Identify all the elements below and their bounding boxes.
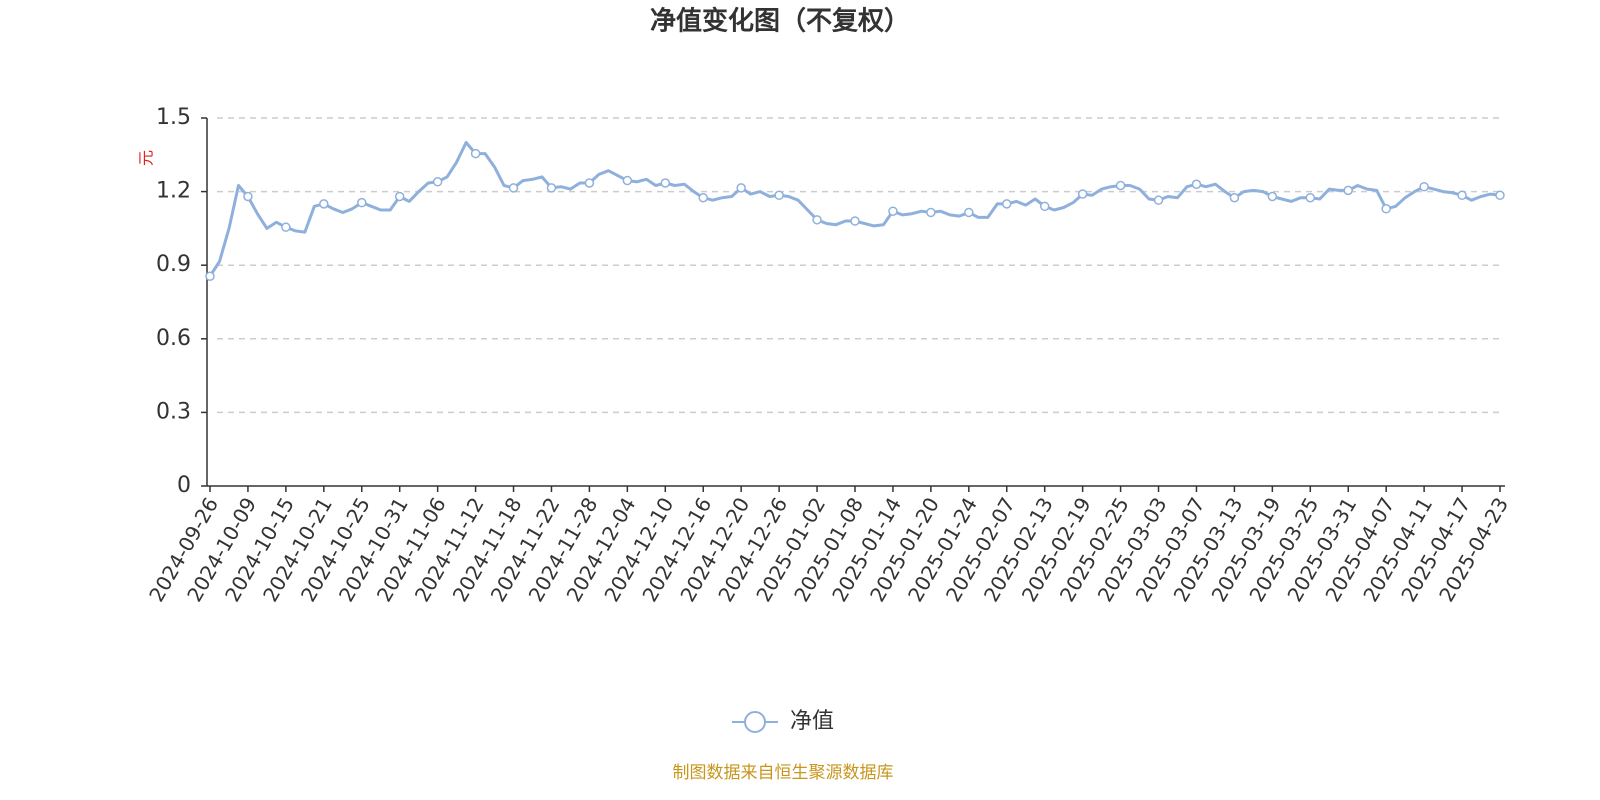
data-point bbox=[812, 215, 822, 225]
series-line bbox=[208, 141, 1501, 278]
data-point bbox=[1115, 180, 1126, 191]
data-point bbox=[470, 148, 481, 159]
data-point bbox=[1267, 191, 1278, 202]
data-point bbox=[546, 183, 557, 193]
data-point bbox=[584, 178, 595, 188]
data-point bbox=[1495, 190, 1505, 201]
data-point bbox=[1077, 189, 1088, 199]
data-point bbox=[205, 271, 215, 281]
data-point bbox=[432, 177, 443, 187]
data-point bbox=[1191, 179, 1202, 189]
data-point bbox=[774, 190, 784, 201]
data-point bbox=[357, 197, 367, 208]
data-point bbox=[1229, 192, 1240, 203]
chart-title: 净值变化图（不复权） bbox=[650, 6, 910, 37]
data-point bbox=[1153, 195, 1164, 205]
data-point bbox=[394, 191, 405, 202]
data-point bbox=[1343, 185, 1353, 196]
data-point bbox=[243, 191, 253, 202]
legend-marker bbox=[744, 711, 766, 733]
legend-label: 净值 bbox=[790, 709, 834, 734]
y-tick-label: 0 bbox=[177, 473, 191, 498]
data-point bbox=[281, 222, 291, 232]
y-tick-label: 0.9 bbox=[156, 252, 191, 277]
data-point bbox=[1419, 181, 1429, 192]
data-point bbox=[850, 216, 860, 226]
y-tick-label: 0.3 bbox=[156, 399, 191, 424]
data-point bbox=[622, 175, 633, 186]
y-tick-label: 1.2 bbox=[156, 179, 191, 204]
data-point bbox=[660, 178, 671, 188]
source-note: 制图数据来自恒生聚源数据库 bbox=[673, 763, 894, 783]
data-point bbox=[926, 207, 936, 218]
data-point bbox=[1457, 190, 1467, 201]
y-axis-label: 元 bbox=[137, 150, 156, 166]
y-tick-label: 1.5 bbox=[156, 105, 191, 130]
data-point bbox=[1002, 199, 1012, 209]
data-point bbox=[698, 192, 708, 203]
data-point bbox=[508, 183, 519, 193]
data-point bbox=[1039, 201, 1050, 212]
data-point bbox=[736, 183, 746, 193]
y-tick-label: 0.6 bbox=[156, 326, 191, 351]
data-point bbox=[1305, 192, 1316, 203]
data-point bbox=[319, 199, 329, 209]
data-point bbox=[888, 206, 898, 216]
data-point bbox=[964, 207, 974, 218]
data-point bbox=[1381, 204, 1391, 214]
